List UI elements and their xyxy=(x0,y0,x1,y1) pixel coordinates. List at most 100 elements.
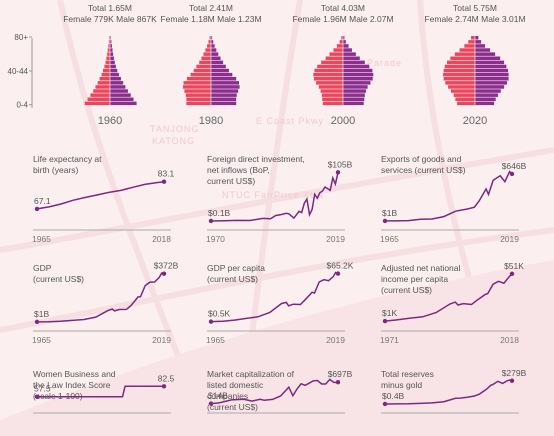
series-line xyxy=(37,385,164,398)
female-bar xyxy=(313,77,343,81)
female-bar xyxy=(99,77,110,81)
end-point xyxy=(335,380,341,385)
male-bar xyxy=(343,97,365,101)
male-bar xyxy=(211,64,226,69)
female-bar xyxy=(445,81,475,85)
chart-title-line: net inflows (BoP, xyxy=(207,165,270,175)
male-bar xyxy=(110,48,113,52)
female-bar xyxy=(107,48,110,52)
female-bar xyxy=(103,68,110,73)
male-bar xyxy=(475,97,496,101)
pyramid-year-label: 2020 xyxy=(463,115,487,127)
start-point xyxy=(208,319,214,324)
female-bar xyxy=(205,48,211,52)
female-bar xyxy=(322,101,343,106)
female-bar xyxy=(336,44,343,48)
male-bar xyxy=(211,85,240,89)
male-bar xyxy=(475,60,505,65)
chart-title-line: minus gold xyxy=(381,380,422,390)
female-bar xyxy=(450,89,475,93)
male-bar xyxy=(211,77,237,81)
female-bar xyxy=(329,52,343,56)
series-line xyxy=(210,172,339,222)
start-point xyxy=(208,218,214,224)
chart-title-line: Life expectancy at xyxy=(33,154,102,164)
x-end-label: 2019 xyxy=(152,335,171,345)
female-bar xyxy=(107,52,110,56)
male-bar xyxy=(211,56,221,60)
male-bar xyxy=(343,60,365,65)
female-bar xyxy=(341,36,343,40)
female-male-label: Female 1.18M Male 1.23M xyxy=(160,14,261,24)
male-bar xyxy=(343,77,373,81)
female-male-label: Female 1.96M Male 2.07M xyxy=(292,14,393,24)
female-bar xyxy=(87,97,110,101)
male-bar xyxy=(343,44,349,48)
start-value-label: $1K xyxy=(382,308,397,318)
age-tick-label: 80+ xyxy=(14,33,28,42)
female-bar xyxy=(453,93,475,97)
x-start-label: 1971 xyxy=(380,335,399,345)
chart-title-line: (current US$) xyxy=(33,274,84,284)
end-point xyxy=(161,179,167,184)
total-label: Total 5.75M xyxy=(453,3,497,13)
female-bar xyxy=(443,72,475,77)
female-bar xyxy=(313,72,343,77)
map-water xyxy=(0,260,554,436)
chart-5: GDP per capita(current US$) 1965 2019 $0.5K… xyxy=(206,261,354,345)
male-bar xyxy=(211,97,237,101)
female-bar xyxy=(201,56,211,60)
male-bar xyxy=(475,77,509,81)
chart-title-line: the Law Index Score xyxy=(33,380,111,390)
chart-title-line: Foreign direct investment, xyxy=(207,154,305,164)
male-bar xyxy=(475,85,505,89)
female-bar xyxy=(321,60,343,65)
end-value-label: $51K xyxy=(504,261,524,271)
female-bar xyxy=(193,68,211,73)
start-point xyxy=(208,401,214,406)
female-bar xyxy=(471,36,475,40)
start-value-label: $0.5K xyxy=(208,309,231,319)
female-bar xyxy=(106,56,110,60)
male-bar xyxy=(475,64,507,69)
female-bar xyxy=(468,40,475,44)
male-bar xyxy=(110,85,126,89)
female-bar xyxy=(101,72,110,77)
male-bar xyxy=(475,52,496,56)
x-end-label: 2019 xyxy=(326,234,345,244)
x-end-label: 2019 xyxy=(326,335,345,345)
female-bar xyxy=(455,97,475,101)
chart-title-line: Total reserves xyxy=(381,369,434,379)
female-bar xyxy=(314,68,343,73)
end-value-label: $105B xyxy=(328,159,353,169)
male-bar xyxy=(475,40,482,44)
male-bar xyxy=(110,77,121,81)
map-label: E Coast Pkwy xyxy=(256,116,324,126)
female-bar xyxy=(108,40,110,44)
male-bar xyxy=(475,101,495,106)
start-point xyxy=(382,218,388,224)
end-point xyxy=(161,271,167,276)
female-bar xyxy=(199,60,211,65)
chart-title-line: Adjusted net national xyxy=(381,263,461,273)
chart-title-line: GDP xyxy=(33,263,52,273)
male-bar xyxy=(211,81,239,85)
total-label: Total 2.41M xyxy=(189,3,233,13)
start-value-label: $0.1B xyxy=(208,208,231,218)
end-point xyxy=(335,271,341,276)
female-male-label: Female 2.74M Male 3.01M xyxy=(424,14,525,24)
x-start-label: 1970 xyxy=(206,234,225,244)
male-bar xyxy=(110,44,112,48)
male-bar xyxy=(475,72,509,77)
female-bar xyxy=(457,101,475,106)
male-bar xyxy=(343,101,364,106)
female-bar xyxy=(90,93,110,97)
chart-title-line: (current US$) xyxy=(381,285,432,295)
start-value-label: $1B xyxy=(34,309,49,319)
